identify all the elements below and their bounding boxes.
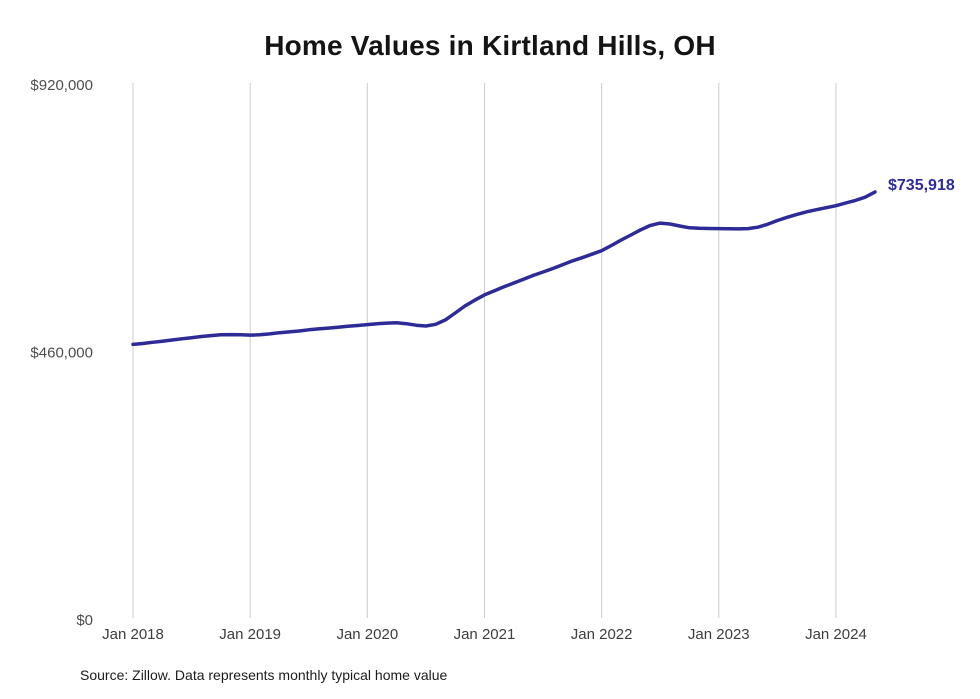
x-axis-label: Jan 2020 <box>336 626 398 643</box>
y-axis-label: $0 <box>76 612 93 629</box>
x-axis-label: Jan 2019 <box>219 626 281 643</box>
x-axis-label: Jan 2018 <box>102 626 164 643</box>
x-axis-labels: Jan 2018 Jan 2019 Jan 2020 Jan 2021 Jan 2022… <box>102 626 867 643</box>
x-axis-label: Jan 2023 <box>688 626 750 643</box>
source-note: Source: Zillow. Data represents monthly … <box>80 667 448 683</box>
gridlines <box>132 83 837 618</box>
x-axis-label: Jan 2021 <box>454 626 516 643</box>
y-axis-label: $920,000 <box>30 77 93 94</box>
chart-title: Home Values in Kirtland Hills, OH <box>264 30 716 61</box>
latest-value-label: $735,918 <box>888 177 955 194</box>
home-value-trend-line <box>131 190 877 347</box>
x-axis-label: Jan 2024 <box>805 626 867 643</box>
x-axis-label: Jan 2022 <box>571 626 633 643</box>
y-axis-label: $460,000 <box>30 345 93 362</box>
y-axis-labels: $920,000 $460,000 $0 <box>30 77 93 629</box>
